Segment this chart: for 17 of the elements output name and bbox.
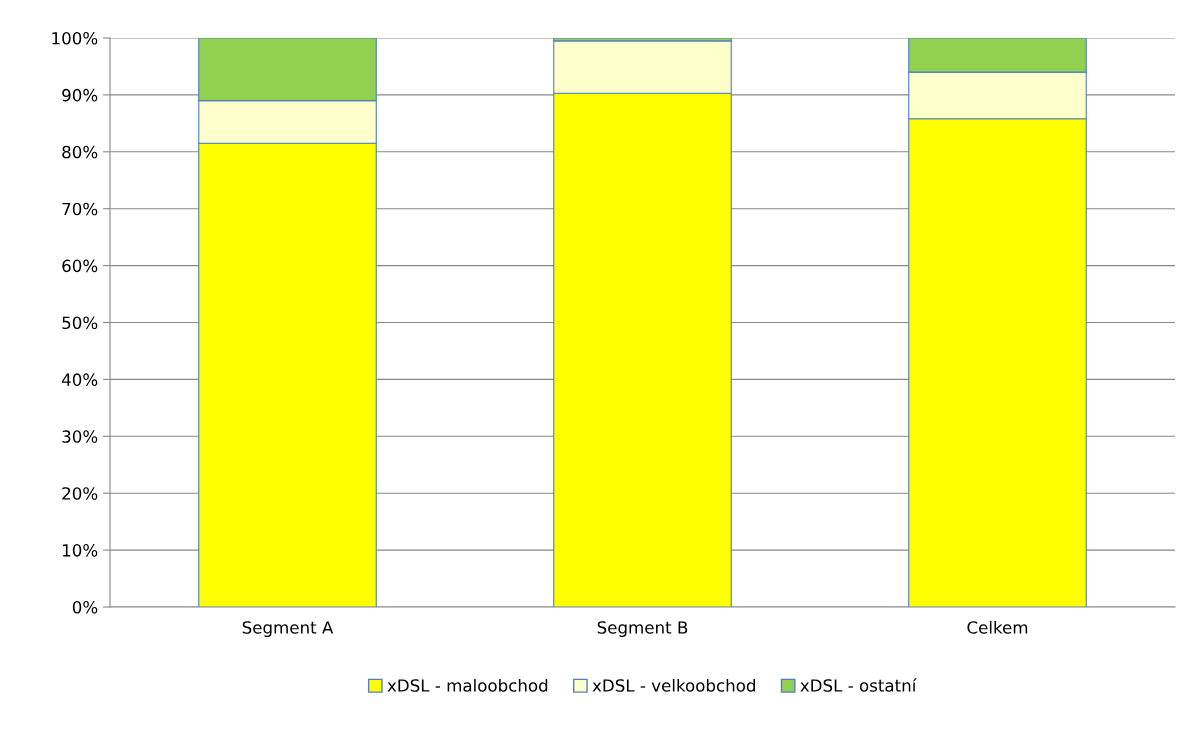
y-tick-label: 90%	[62, 88, 98, 102]
y-tick-label: 30%	[62, 430, 98, 443]
legend-label: xDSL - maloobchod	[387, 678, 548, 692]
y-tick-label: 50%	[62, 316, 98, 330]
x-tick-label: Celkem	[967, 620, 1028, 634]
y-tick-label: 40%	[61, 373, 98, 386]
y-tick-label: 20%	[62, 487, 98, 500]
y-tick-label: 80%	[62, 145, 98, 159]
y-tick-label: 0%	[72, 600, 98, 614]
y-tick-label: 60%	[62, 259, 98, 273]
y-tick-label: 100%	[52, 31, 98, 45]
x-tick-label: Segment B	[597, 621, 688, 638]
x-tick-label: Segment A	[242, 621, 334, 638]
legend-label: xDSL - velkoobchod	[592, 678, 755, 692]
legend-label: xDSL - ostatní	[800, 678, 917, 692]
y-tick-label: 70%	[62, 202, 98, 216]
y-tick-label: 10%	[62, 544, 98, 557]
